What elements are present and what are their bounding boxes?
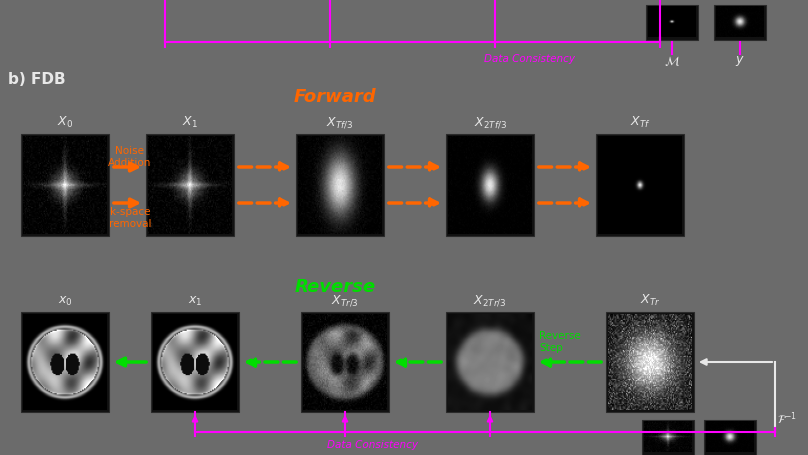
- Bar: [146, 134, 234, 236]
- Text: $y$: $y$: [735, 54, 745, 68]
- Bar: [704, 420, 756, 455]
- Text: Reverse: Reverse: [294, 278, 376, 296]
- Text: Data Consistency: Data Consistency: [327, 440, 418, 450]
- Text: b) FDB: b) FDB: [8, 72, 65, 87]
- Bar: [301, 312, 389, 412]
- Text: $X_{2Tr/3}$: $X_{2Tr/3}$: [473, 293, 507, 308]
- Text: $X_{2Tf/3}$: $X_{2Tf/3}$: [473, 115, 507, 130]
- Text: $x_0$: $x_0$: [57, 295, 73, 308]
- Bar: [642, 420, 694, 455]
- Text: $X_0$: $X_0$: [57, 115, 73, 130]
- Text: $x_1$: $x_1$: [187, 295, 202, 308]
- Text: $X_{Tf}$: $X_{Tf}$: [629, 115, 650, 130]
- Bar: [714, 5, 766, 40]
- Text: k-space
removal: k-space removal: [109, 207, 151, 229]
- Text: Data Consistency: Data Consistency: [485, 54, 575, 64]
- Text: Forward: Forward: [293, 88, 377, 106]
- Bar: [21, 134, 109, 236]
- Text: $X_{Tf/3}$: $X_{Tf/3}$: [326, 115, 354, 130]
- Bar: [606, 312, 694, 412]
- Bar: [296, 134, 384, 236]
- Text: $X_{Tr}$: $X_{Tr}$: [640, 293, 660, 308]
- Text: Noise
Addition: Noise Addition: [108, 146, 152, 168]
- Text: $\mathcal{M}$: $\mathcal{M}$: [664, 54, 680, 68]
- Bar: [151, 312, 239, 412]
- Text: Reverse
Step: Reverse Step: [539, 331, 581, 353]
- Bar: [596, 134, 684, 236]
- Bar: [446, 312, 534, 412]
- Bar: [646, 5, 698, 40]
- Text: $X_{Tr/3}$: $X_{Tr/3}$: [331, 293, 359, 308]
- Bar: [21, 312, 109, 412]
- Text: $X_1$: $X_1$: [182, 115, 198, 130]
- Bar: [446, 134, 534, 236]
- Text: $\mathcal{F}^{-1}$: $\mathcal{F}^{-1}$: [777, 410, 797, 427]
